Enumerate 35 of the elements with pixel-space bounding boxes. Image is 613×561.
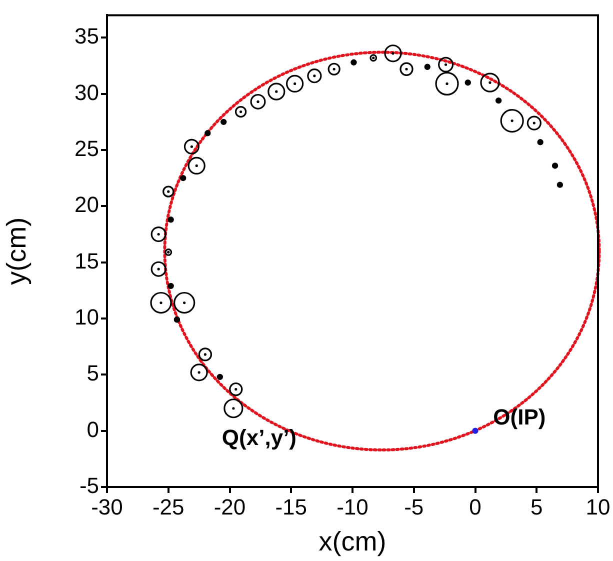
y-tick-label: 35 xyxy=(74,24,99,49)
x-tick-label: -10 xyxy=(336,494,368,520)
y-tick-label: 0 xyxy=(86,416,99,442)
point xyxy=(472,428,478,434)
point xyxy=(495,97,502,104)
point xyxy=(174,316,180,323)
y-tick-label: 15 xyxy=(74,248,99,274)
point xyxy=(556,182,564,188)
x-tick-label: 5 xyxy=(530,494,543,520)
y-tick-label: 20 xyxy=(74,192,99,218)
point xyxy=(180,174,186,182)
annotation: Q(x’,y’) xyxy=(222,424,296,450)
x-axis-title: x(cm) xyxy=(318,526,386,556)
y-tick-label: 30 xyxy=(74,80,99,105)
y-tick-label: 5 xyxy=(86,360,99,386)
x-tick-label: -25 xyxy=(152,494,184,520)
point xyxy=(204,130,211,136)
y-tick-label: 10 xyxy=(74,304,99,330)
point xyxy=(537,139,544,146)
x-tick-label: -20 xyxy=(214,494,246,520)
annotation: O(IP) xyxy=(493,404,546,430)
y-tick-label: 25 xyxy=(74,136,99,162)
point xyxy=(168,282,174,290)
point xyxy=(168,216,174,223)
y-axis-title: y(cm) xyxy=(2,217,32,285)
point xyxy=(220,118,227,126)
x-tick-label: -15 xyxy=(275,494,308,520)
x-tick-label: 0 xyxy=(469,494,482,520)
point xyxy=(552,162,558,169)
point xyxy=(424,64,430,70)
x-tick-label: -5 xyxy=(404,494,424,520)
point xyxy=(464,80,471,86)
x-tick-label: 10 xyxy=(586,494,610,520)
point xyxy=(350,59,357,66)
point xyxy=(216,374,224,380)
